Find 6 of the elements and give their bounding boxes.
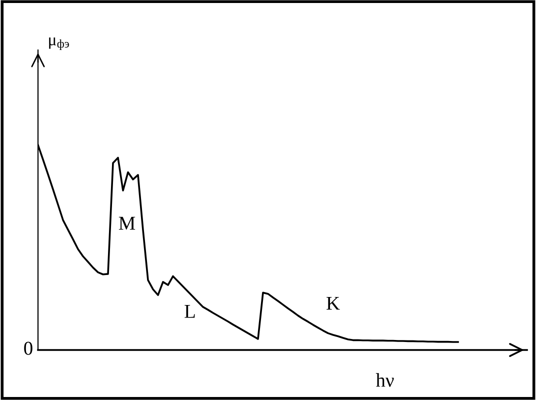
annotation: K [326,296,340,310]
annotation: L [184,305,195,318]
text: μ$_{фэ}$ [49,38,69,50]
x-axis-title: hν [376,373,394,387]
text: 0 [24,342,32,355]
annotation: M [118,216,136,230]
